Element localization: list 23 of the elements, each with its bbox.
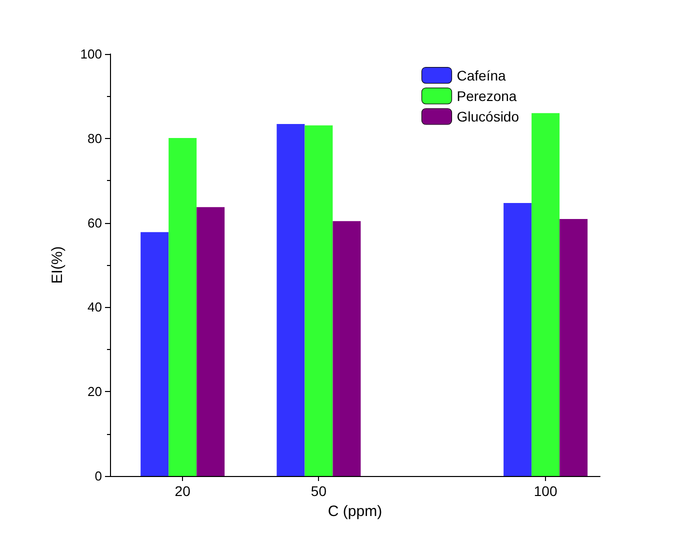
bar xyxy=(168,138,197,476)
y-tick-label: 60 xyxy=(88,215,102,230)
x-tick-label: 20 xyxy=(174,483,191,499)
bar xyxy=(532,113,560,476)
legend-label: Perezona xyxy=(456,88,517,104)
legend-label: Glucósido xyxy=(456,108,520,124)
bar xyxy=(140,232,169,476)
y-axis-title: EI(%) xyxy=(49,246,66,284)
bar xyxy=(304,125,333,476)
bar xyxy=(332,221,361,476)
y-tick-label: 80 xyxy=(88,130,102,146)
x-axis-title: C (ppm) xyxy=(328,503,382,520)
bar xyxy=(276,124,305,476)
y-tick-label: 40 xyxy=(88,300,102,315)
y-tick-label: 100 xyxy=(80,46,102,62)
bar xyxy=(504,202,532,476)
y-tick-label: 0 xyxy=(94,468,102,484)
bar xyxy=(560,219,588,476)
x-tick-label: 50 xyxy=(310,483,327,499)
legend-label: Cafeína xyxy=(456,67,506,84)
x-tick-label: 100 xyxy=(534,483,558,499)
bar xyxy=(196,207,225,476)
y-tick-label: 20 xyxy=(88,384,102,400)
